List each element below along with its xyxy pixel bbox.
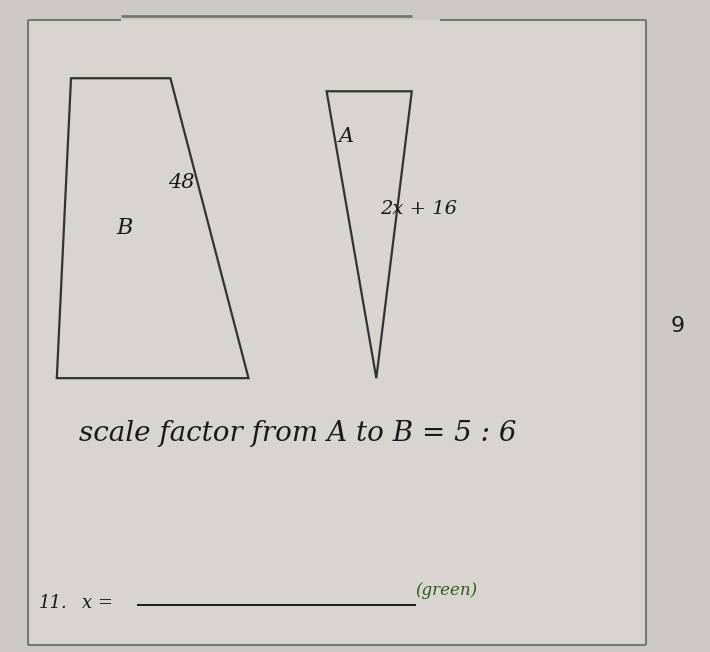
Text: B: B — [116, 217, 133, 239]
Text: 9: 9 — [671, 316, 685, 336]
Text: 11.: 11. — [39, 594, 67, 612]
Bar — [28, 20, 646, 645]
Text: (green): (green) — [415, 582, 477, 599]
Text: x =: x = — [82, 594, 113, 612]
Text: 2x + 16: 2x + 16 — [380, 200, 457, 218]
Text: scale factor from A to B = 5 : 6: scale factor from A to B = 5 : 6 — [80, 420, 517, 447]
Text: 48: 48 — [168, 173, 195, 192]
Text: A: A — [339, 127, 354, 147]
